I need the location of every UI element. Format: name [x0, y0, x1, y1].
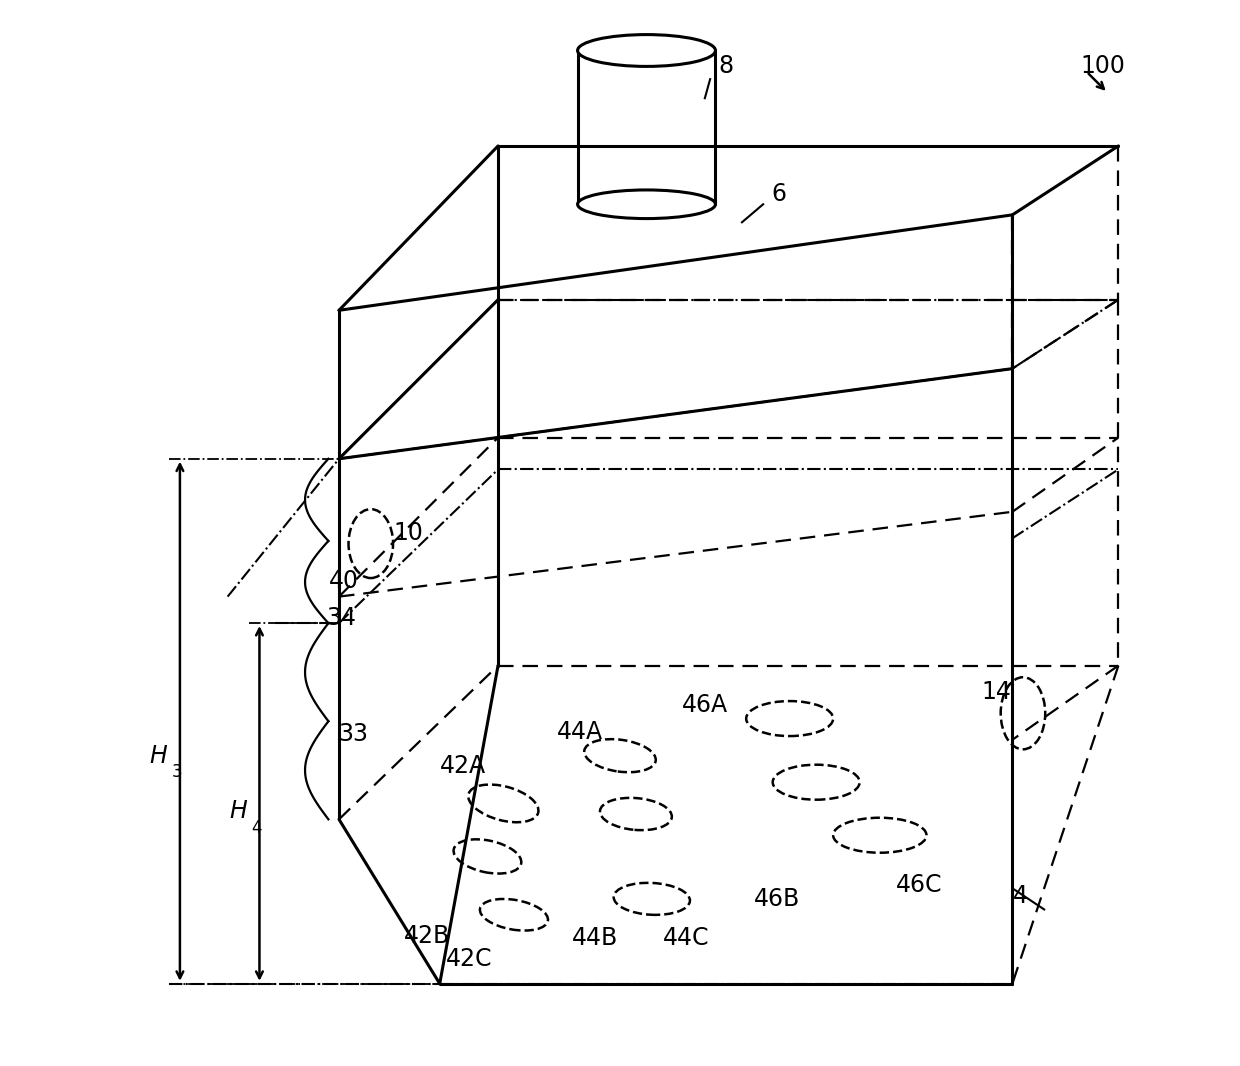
Text: 40: 40 [330, 569, 360, 593]
Text: 3: 3 [171, 762, 182, 780]
Text: 4: 4 [1013, 884, 1028, 907]
Text: 8: 8 [718, 54, 734, 79]
Text: 6: 6 [771, 181, 786, 206]
Text: 42C: 42C [446, 948, 492, 971]
Text: 42B: 42B [404, 924, 450, 948]
Text: 44C: 44C [662, 926, 709, 950]
Text: 4: 4 [250, 819, 262, 837]
Text: 100: 100 [1080, 54, 1125, 79]
Text: 42A: 42A [440, 755, 486, 778]
Text: 34: 34 [326, 605, 356, 630]
Text: 46B: 46B [754, 887, 800, 910]
Text: 44B: 44B [572, 926, 618, 950]
Text: H: H [150, 744, 167, 768]
Text: 33: 33 [337, 723, 368, 746]
Text: 46A: 46A [682, 693, 728, 716]
Text: 10: 10 [393, 521, 423, 545]
Text: 46C: 46C [895, 873, 942, 898]
Ellipse shape [578, 190, 715, 219]
Text: 14: 14 [982, 680, 1012, 704]
Ellipse shape [578, 34, 715, 66]
Text: H: H [229, 798, 247, 823]
Text: 44A: 44A [557, 721, 603, 744]
